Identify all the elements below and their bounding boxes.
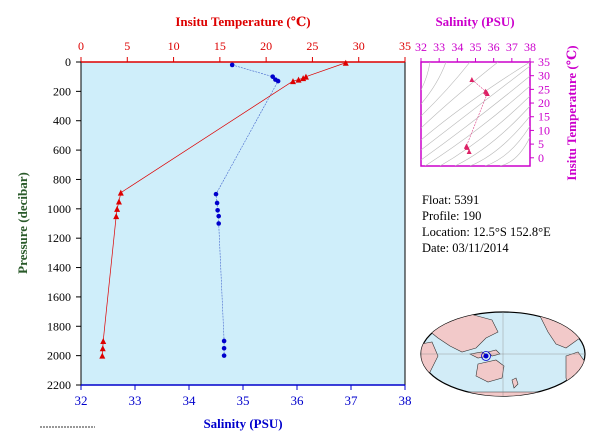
salinity-tick-label: 35 <box>237 393 250 408</box>
pressure-tick-label: 800 <box>53 172 71 186</box>
temperature-tick-label: 35 <box>399 39 411 53</box>
temperature-axis-label: Insitu Temperature (℃) <box>175 14 310 29</box>
main-profile-plot: 0 5 10 15 20 25 30 35 Insitu Temperature (℃) 32… <box>15 14 412 431</box>
pressure-tick-label: 1200 <box>47 231 71 245</box>
salinity-axis-ticks: 32 33 34 35 36 37 38 <box>75 385 412 408</box>
temperature-point <box>289 78 296 85</box>
ts-temperature-tick-label: 5 <box>538 137 544 151</box>
temperature-point <box>115 198 122 205</box>
salinity-point <box>275 78 281 84</box>
temperature-tick-label: 5 <box>124 39 130 53</box>
ts-salinity-tick-label: 38 <box>524 40 536 54</box>
ts-temperature-axis-label: Insitu Temperature (℃) <box>564 45 579 180</box>
temperature-point <box>99 352 106 359</box>
temperature-point <box>100 337 107 344</box>
salinity-tick-label: 33 <box>129 393 142 408</box>
pressure-tick-label: 200 <box>53 84 71 98</box>
ts-temperature-tick-label: 0 <box>538 151 544 165</box>
temperature-tick-label: 30 <box>353 39 365 53</box>
salinity-point <box>221 353 227 358</box>
pressure-tick-label: 1400 <box>47 261 71 275</box>
temperature-point <box>300 75 307 82</box>
main-plot-background <box>80 61 406 386</box>
temperature-tick-label: 25 <box>306 39 318 53</box>
salinity-tick-label: 34 <box>183 393 197 408</box>
info-float: Float: 5391 <box>422 193 480 207</box>
temperature-point <box>99 345 106 352</box>
temperature-tick-label: 20 <box>260 39 272 53</box>
temperature-point <box>295 76 302 83</box>
salinity-tick-label: 38 <box>399 393 412 408</box>
salinity-point <box>270 74 276 79</box>
ts-point <box>464 144 470 150</box>
temperature-axis-ticks: 0 5 10 15 20 25 30 35 <box>78 39 411 62</box>
ts-salinity-tick-label: 35 <box>470 40 482 54</box>
pressure-tick-label: 600 <box>53 143 71 157</box>
pressure-tick-label: 400 <box>53 114 71 128</box>
info-date: Date: 03/11/2014 <box>422 241 509 255</box>
temperature-point <box>114 205 121 212</box>
pressure-tick-label: 2000 <box>47 349 71 363</box>
ts-salinity-tick-label: 37 <box>506 40 518 54</box>
ts-salinity-tick-label: 32 <box>415 40 427 54</box>
ts-points-series <box>463 77 490 154</box>
ts-temperature-tick-label: 25 <box>538 82 550 96</box>
pressure-axis-ticks: 0 200 400 600 800 1000 1200 1400 1600 1800 2000 220… <box>47 55 81 392</box>
info-profile: Profile: 190 <box>422 209 482 223</box>
salinity-point <box>216 213 221 219</box>
salinity-axis-label: Salinity (PSU) <box>203 416 282 431</box>
temperature-tick-label: 15 <box>214 39 226 53</box>
salinity-point <box>214 200 220 206</box>
salinity-point <box>229 62 235 68</box>
ts-plot-background <box>420 61 531 167</box>
temperature-tick-label: 10 <box>168 39 180 53</box>
salinity-tick-label: 37 <box>345 393 359 408</box>
salinity-profile-series <box>213 62 281 358</box>
pressure-tick-label: 1800 <box>47 319 71 333</box>
density-contours <box>421 62 530 166</box>
ts-point <box>484 90 490 96</box>
ts-temperature-tick-label: 10 <box>538 123 550 137</box>
salinity-tick-label: 32 <box>75 393 88 408</box>
ts-point <box>466 148 472 154</box>
pressure-axis-label: Pressure (decibar) <box>15 172 30 274</box>
ts-salinity-tick-label: 33 <box>433 40 445 54</box>
ts-salinity-axis-ticks: 32 33 34 35 36 37 38 <box>415 40 536 62</box>
world-map <box>420 311 586 397</box>
pressure-tick-label: 2200 <box>47 378 71 392</box>
pressure-tick-label: 1000 <box>47 202 71 216</box>
pressure-tick-label: 1600 <box>47 290 71 304</box>
salinity-point <box>221 338 227 344</box>
temperature-point <box>113 213 120 220</box>
temperature-point <box>117 189 124 196</box>
ts-salinity-tick-label: 34 <box>451 40 463 54</box>
ts-point <box>469 77 475 83</box>
ts-temperature-tick-label: 20 <box>538 96 550 110</box>
temperature-point <box>342 59 349 66</box>
info-location: Location: 12.5°S 152.8°E <box>422 225 551 239</box>
ts-temperature-tick-label: 35 <box>538 55 550 69</box>
salinity-point <box>216 221 221 226</box>
temperature-profile-series <box>99 59 349 359</box>
salinity-point <box>221 345 227 351</box>
ts-salinity-axis-label: Salinity (PSU) <box>435 14 514 29</box>
temperature-tick-label: 0 <box>78 39 84 53</box>
salinity-point <box>213 191 219 197</box>
float-location-marker <box>481 351 491 361</box>
salinity-point <box>215 207 220 213</box>
map-graticule <box>421 312 585 396</box>
salinity-tick-label: 36 <box>291 393 305 408</box>
pressure-tick-label: 0 <box>65 55 71 69</box>
ts-salinity-tick-label: 36 <box>488 40 500 54</box>
ts-temperature-tick-label: 30 <box>538 69 550 83</box>
ts-temperature-tick-label: 15 <box>538 110 550 124</box>
